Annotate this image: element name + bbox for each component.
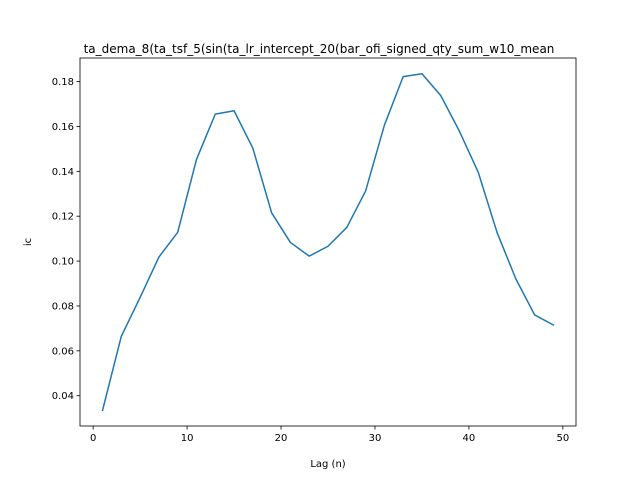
series-line-0 <box>101 72 555 412</box>
x-tick-label: 40 <box>463 433 476 444</box>
x-tick-label: 0 <box>90 433 96 444</box>
y-tick-label: 0.06 <box>52 346 74 357</box>
y-tick-label: 0.14 <box>52 167 74 178</box>
y-axis-label: ic <box>23 238 34 246</box>
y-tick-label: 0.04 <box>52 391 74 402</box>
y-tick-label: 0.18 <box>52 77 74 88</box>
y-tick-label: 0.12 <box>52 212 74 223</box>
plot-frame <box>79 57 577 427</box>
plot-area <box>79 57 577 427</box>
y-tick-label: 0.08 <box>52 301 74 312</box>
x-tick-label: 20 <box>275 433 288 444</box>
x-tick-label: 50 <box>556 433 569 444</box>
y-tick-label: 0.16 <box>52 122 74 133</box>
x-tick-label: 30 <box>369 433 382 444</box>
chart-title: ta_dema_8(ta_tsf_5(sin(ta_lr_intercept_2… <box>84 42 555 56</box>
x-axis: 0 10 20 30 40 50 <box>90 426 569 444</box>
x-axis-label: Lag (n) <box>310 459 345 470</box>
x-tick-label: 10 <box>181 433 194 444</box>
y-axis: 0.04 0.06 0.08 0.10 0.12 0.14 0.16 0.18 <box>52 77 80 402</box>
y-tick-label: 0.10 <box>52 257 74 268</box>
